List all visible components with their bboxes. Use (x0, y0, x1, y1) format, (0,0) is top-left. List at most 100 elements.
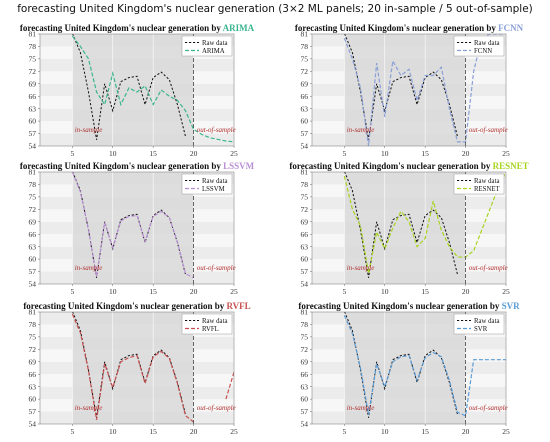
x-tick-label: 10 (109, 287, 117, 296)
chart-panel-rvfl: 54 57 60 63 66 69 72 75 78 81 5 10 15 20 25 forecasting… (23, 301, 250, 436)
y-tick-label: 78 (301, 42, 309, 51)
y-tick-label: 75 (29, 192, 37, 201)
y-tick-label: 69 (29, 217, 37, 226)
y-tick-label: 54 (29, 420, 37, 429)
x-tick-label: 25 (502, 427, 510, 436)
legend-label: FCNN (474, 48, 492, 55)
series-line-rvfl (71, 313, 234, 423)
plot-frame (311, 171, 507, 285)
chart-title-model: ARIMA (223, 23, 255, 33)
y-tick-label: 78 (29, 320, 37, 329)
y-tick-label: 78 (301, 180, 309, 189)
chart-title-model: SVR (502, 301, 521, 311)
chart-title-prefix: forecasting United Kingdom's nuclear gen… (298, 301, 501, 311)
chart-title: forecasting United Kingdom's nuclear gen… (20, 161, 255, 171)
out-of-sample-label: out-of-sample (469, 126, 508, 134)
out-of-sample-label: out-of-sample (197, 264, 236, 272)
y-tick-label: 72 (29, 345, 37, 354)
y-tick-label: 57 (301, 129, 309, 138)
y-tick-label: 78 (29, 42, 37, 51)
y-tick-label: 69 (29, 79, 37, 88)
legend-label: Raw data (474, 318, 499, 325)
y-tick-label: 66 (29, 370, 37, 379)
x-tick-label: 5 (70, 287, 74, 296)
y-tick-label: 60 (29, 255, 37, 264)
x-tick-label: 5 (70, 427, 74, 436)
series-line-raw-data (72, 312, 186, 418)
y-tick-label: 81 (301, 308, 309, 317)
y-tick-label: 81 (301, 30, 309, 39)
y-tick-label: 75 (301, 192, 309, 201)
x-tick-label: 25 (230, 149, 238, 158)
x-tick-label: 5 (342, 427, 346, 436)
out-of-sample-label: out-of-sample (197, 404, 236, 412)
chart-title-prefix: forecasting United Kingdom's nuclear gen… (20, 23, 223, 33)
y-tick-label: 60 (29, 117, 37, 126)
x-tick-label: 20 (462, 427, 470, 436)
legend-label: RESNET (474, 186, 501, 193)
chart-title-model: RVFL (226, 301, 250, 311)
y-tick-label: 66 (29, 230, 37, 239)
y-tick-label: 54 (301, 142, 309, 151)
x-tick-label: 20 (190, 427, 198, 436)
in-sample-label: in-sample (347, 404, 375, 412)
x-tick-label: 10 (381, 287, 389, 296)
y-tick-label: 63 (301, 382, 309, 391)
y-tick-label: 63 (29, 382, 37, 391)
y-tick-label: 54 (301, 420, 309, 429)
out-of-sample-label: out-of-sample (469, 404, 508, 412)
plot-frame (311, 33, 507, 147)
y-tick-label: 60 (301, 395, 309, 404)
y-tick-label: 81 (29, 168, 37, 177)
chart-title-prefix: forecasting United Kingdom's nuclear gen… (295, 23, 498, 33)
x-tick-label: 20 (190, 149, 198, 158)
legend-label: LSSVM (202, 186, 225, 193)
x-tick-label: 5 (342, 287, 346, 296)
chart-title-prefix: forecasting United Kingdom's nuclear gen… (289, 161, 492, 171)
in-sample-region (72, 172, 194, 284)
y-tick-label: 54 (29, 280, 37, 289)
x-tick-label: 5 (342, 149, 346, 158)
x-tick-label: 15 (421, 427, 429, 436)
chart-title-prefix: forecasting United Kingdom's nuclear gen… (23, 301, 226, 311)
y-tick-label: 75 (301, 54, 309, 63)
x-tick-label: 25 (502, 287, 510, 296)
y-tick-label: 57 (29, 407, 37, 416)
series-line-raw-data (72, 34, 186, 140)
plot-frame (39, 171, 235, 285)
chart-panel-svr: 54 57 60 63 66 69 72 75 78 81 5 10 15 20 25 forecasting… (298, 301, 521, 436)
y-tick-label: 66 (301, 370, 309, 379)
x-tick-label: 25 (502, 149, 510, 158)
y-tick-label: 57 (301, 407, 309, 416)
y-tick-label: 75 (29, 54, 37, 63)
y-tick-label: 72 (29, 205, 37, 214)
x-tick-label: 15 (421, 149, 429, 158)
y-tick-label: 63 (301, 104, 309, 113)
x-tick-label: 20 (190, 287, 198, 296)
plot-frame (39, 311, 235, 425)
legend-label: ARIMA (202, 48, 225, 55)
y-tick-label: 57 (29, 129, 37, 138)
chart-title-model: FCNN (498, 23, 523, 33)
y-tick-label: 63 (29, 242, 37, 251)
chart-title: forecasting United Kingdom's nuclear gen… (289, 161, 528, 171)
x-tick-label: 5 (70, 149, 74, 158)
series-line-svr (343, 315, 506, 417)
series-line-lssvm (71, 172, 194, 279)
legend-label: Raw data (202, 40, 227, 47)
series-line-raw-data (344, 172, 458, 278)
y-tick-label: 72 (29, 67, 37, 76)
legend-label: Raw data (474, 40, 499, 47)
x-tick-label: 15 (149, 427, 157, 436)
in-sample-region (344, 172, 466, 284)
y-tick-label: 66 (301, 92, 309, 101)
plot-frame (39, 33, 235, 147)
chart-title-prefix: forecasting United Kingdom's nuclear gen… (20, 161, 223, 171)
y-tick-label: 60 (301, 255, 309, 264)
y-tick-label: 66 (301, 230, 309, 239)
